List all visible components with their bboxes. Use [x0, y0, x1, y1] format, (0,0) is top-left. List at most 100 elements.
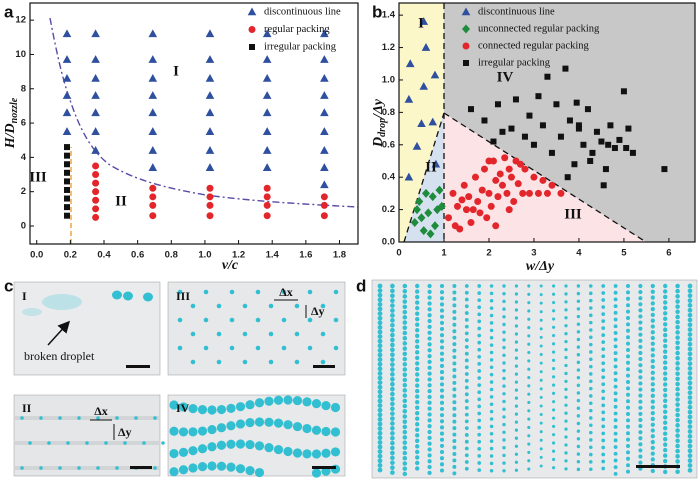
droplet: [552, 416, 556, 420]
droplet: [427, 348, 432, 353]
scale-bar: [312, 466, 336, 469]
droplet: [527, 450, 531, 454]
photo-inset: [167, 281, 346, 376]
droplet: [415, 316, 420, 322]
droplet: [626, 335, 630, 340]
droplet: [626, 405, 630, 410]
droplet: [311, 425, 322, 435]
droplet: [377, 403, 383, 408]
panel-letter: c: [4, 276, 13, 295]
droplet: [439, 370, 445, 375]
droplet: [402, 335, 408, 341]
droplet: [589, 350, 593, 354]
droplet: [439, 363, 445, 369]
droplet: [527, 326, 531, 330]
droplet: [589, 401, 593, 406]
triangle-marker: [148, 29, 158, 38]
droplet: [613, 438, 618, 443]
circle-marker: [480, 165, 488, 173]
droplet: [638, 387, 643, 392]
droplet: [613, 344, 618, 349]
droplet: [650, 283, 655, 289]
droplet: [377, 398, 383, 404]
droplet: [283, 446, 293, 457]
droplet: [662, 338, 668, 343]
droplet: [427, 424, 432, 429]
circle-marker: [320, 193, 328, 201]
droplet: [452, 296, 457, 301]
droplet: [613, 391, 618, 396]
triangle-marker: [320, 127, 329, 135]
droplet: [527, 350, 531, 355]
droplet: [439, 382, 445, 387]
droplet: [539, 327, 543, 331]
square-marker: [562, 65, 569, 72]
droplet: [564, 395, 568, 399]
droplet: [333, 345, 339, 351]
droplet: [552, 383, 556, 387]
droplet: [464, 392, 469, 397]
droplet: [115, 416, 119, 420]
y-tick-label: 4: [21, 152, 27, 163]
droplet: [489, 291, 494, 296]
droplet: [273, 444, 284, 455]
droplet: [687, 307, 693, 313]
droplet: [601, 459, 606, 464]
droplet: [613, 304, 618, 309]
circle-marker: [92, 213, 100, 221]
droplet: [564, 379, 568, 384]
circle-marker: [516, 160, 524, 168]
droplet: [662, 436, 668, 442]
droplet: [638, 417, 643, 423]
droplet: [307, 289, 313, 295]
triangle-marker: [419, 81, 429, 90]
droplet: [601, 403, 606, 408]
droplet: [402, 299, 408, 304]
droplet: [390, 381, 395, 387]
diamond-marker: [426, 229, 435, 239]
region-label: III: [564, 206, 582, 222]
droplet: [203, 317, 209, 323]
y-tick-label: 10: [15, 49, 26, 60]
droplet: [502, 415, 506, 419]
droplet: [390, 313, 395, 318]
square-marker: [467, 106, 474, 113]
droplet: [589, 364, 593, 369]
square-marker: [499, 128, 506, 135]
droplet: [452, 380, 457, 385]
droplet: [613, 458, 618, 463]
droplet: [320, 303, 326, 309]
legend-marker: [461, 7, 471, 16]
droplet: [489, 335, 494, 340]
droplet: [527, 392, 531, 396]
droplet: [477, 411, 482, 416]
triangle-marker: [205, 73, 215, 82]
droplet: [427, 388, 432, 394]
droplet: [235, 402, 246, 412]
droplet: [502, 430, 506, 435]
droplet: [527, 459, 531, 463]
droplet: [254, 417, 265, 427]
droplet: [650, 370, 655, 375]
droplet: [377, 412, 383, 418]
droplet: [311, 468, 322, 478]
droplet: [527, 375, 531, 380]
droplet: [464, 466, 469, 471]
y-axis-label: Ddrop/Δy: [371, 98, 388, 148]
triangle-marker: [91, 146, 100, 154]
droplet: [626, 341, 630, 346]
triangle-marker: [148, 163, 158, 171]
droplet: [613, 284, 618, 288]
droplet: [576, 429, 581, 433]
triangle-marker: [62, 73, 72, 82]
droplet: [552, 449, 556, 453]
droplet: [662, 426, 668, 431]
droplet: [502, 384, 506, 388]
droplet: [390, 445, 395, 451]
square-marker: [494, 101, 501, 108]
square-marker: [593, 128, 600, 135]
droplet: [626, 316, 630, 320]
droplet: [281, 289, 287, 295]
droplet: [675, 299, 680, 304]
droplet: [687, 293, 693, 299]
